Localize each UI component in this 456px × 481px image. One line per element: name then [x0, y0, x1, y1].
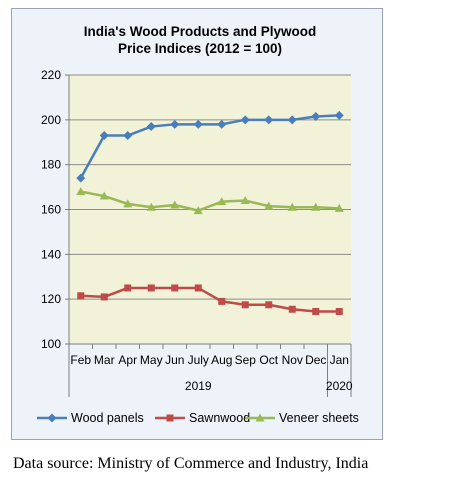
data-point — [312, 307, 320, 315]
data-point — [166, 414, 174, 422]
data-point — [194, 284, 202, 292]
legend: Wood panels Sawnwood Veneer sheets — [37, 411, 359, 425]
y-tick-label: 220 — [41, 68, 61, 82]
data-point — [100, 293, 108, 301]
year-label: 2020 — [326, 379, 353, 393]
grid-layer — [69, 74, 351, 300]
data-point — [334, 110, 344, 120]
series-veneer-sheets — [76, 187, 344, 215]
x-tick-label: Jan — [330, 353, 349, 367]
data-point — [287, 202, 297, 211]
series-sawnwood — [77, 284, 343, 315]
y-tick-label: 160 — [41, 203, 61, 217]
y-tick-label: 100 — [41, 337, 61, 351]
data-point — [193, 206, 203, 215]
data-point — [193, 119, 203, 129]
series-line — [80, 286, 340, 313]
data-point — [147, 284, 155, 292]
x-tick-label: Feb — [70, 353, 91, 367]
data-point — [217, 197, 227, 206]
data-point — [240, 196, 250, 205]
data-point — [99, 131, 109, 141]
data-point — [311, 111, 321, 121]
data-source-note: Data source: Ministry of Commerce and In… — [13, 455, 369, 472]
chart-title: India's Wood Products and Plywood — [84, 24, 316, 39]
chart-subtitle: Price Indices (2012 = 100) — [118, 41, 282, 56]
chart-frame: India's Wood Products and Plywood Price … — [11, 8, 383, 440]
data-point — [170, 200, 180, 209]
data-point — [311, 202, 321, 211]
data-point — [170, 119, 180, 129]
data-point — [171, 284, 179, 292]
series-line — [80, 190, 340, 212]
data-point — [77, 292, 85, 300]
legend-label: Sawnwood — [189, 411, 250, 425]
y-tick-label: 120 — [41, 292, 61, 306]
x-tick-label: Aug — [211, 353, 232, 367]
data-point — [123, 131, 133, 141]
data-point — [335, 307, 343, 315]
data-point — [99, 191, 109, 200]
data-point — [288, 305, 296, 313]
x-tick-label: Nov — [282, 353, 303, 367]
data-point — [76, 173, 86, 183]
legend-label: Wood panels — [71, 411, 144, 425]
data-point — [241, 301, 249, 309]
data-point — [217, 119, 227, 129]
legend-item: Wood panels — [37, 411, 144, 425]
x-tick-label: May — [140, 353, 163, 367]
legend-label: Veneer sheets — [279, 411, 359, 425]
y-tick-label: 180 — [41, 158, 61, 172]
data-point — [124, 284, 132, 292]
x-tick-label: Oct — [259, 353, 278, 367]
legend-item: Veneer sheets — [245, 411, 359, 425]
data-point — [123, 199, 133, 208]
x-tick-label: Sep — [235, 353, 257, 367]
legend-item: Sawnwood — [155, 411, 250, 425]
x-tick-label: Apr — [118, 353, 137, 367]
x-tick-label: Dec — [305, 353, 326, 367]
data-point — [47, 413, 57, 423]
year-label: 2019 — [185, 379, 212, 393]
data-point — [264, 115, 274, 125]
chart-svg: India's Wood Products and Plywood Price … — [37, 24, 359, 425]
y-tick-label: 200 — [41, 113, 61, 127]
x-tick-label: Jun — [165, 353, 184, 367]
x-tick-label: July — [188, 353, 209, 367]
data-point — [265, 301, 273, 309]
data-point — [240, 115, 250, 125]
data-point — [287, 115, 297, 125]
series-wood-panels — [76, 110, 344, 183]
data-point — [146, 202, 156, 211]
axis-layer: 100 120 140 160 180 200 220 Feb Mar Apr May Jun July… — [41, 68, 353, 397]
y-tick-label: 140 — [41, 247, 61, 261]
data-point — [146, 122, 156, 132]
series-layer — [76, 110, 344, 315]
data-point — [76, 187, 86, 196]
data-point — [255, 413, 265, 422]
data-point — [218, 297, 226, 305]
data-point — [334, 203, 344, 212]
data-point — [264, 201, 274, 210]
x-tick-label: Mar — [94, 353, 115, 367]
